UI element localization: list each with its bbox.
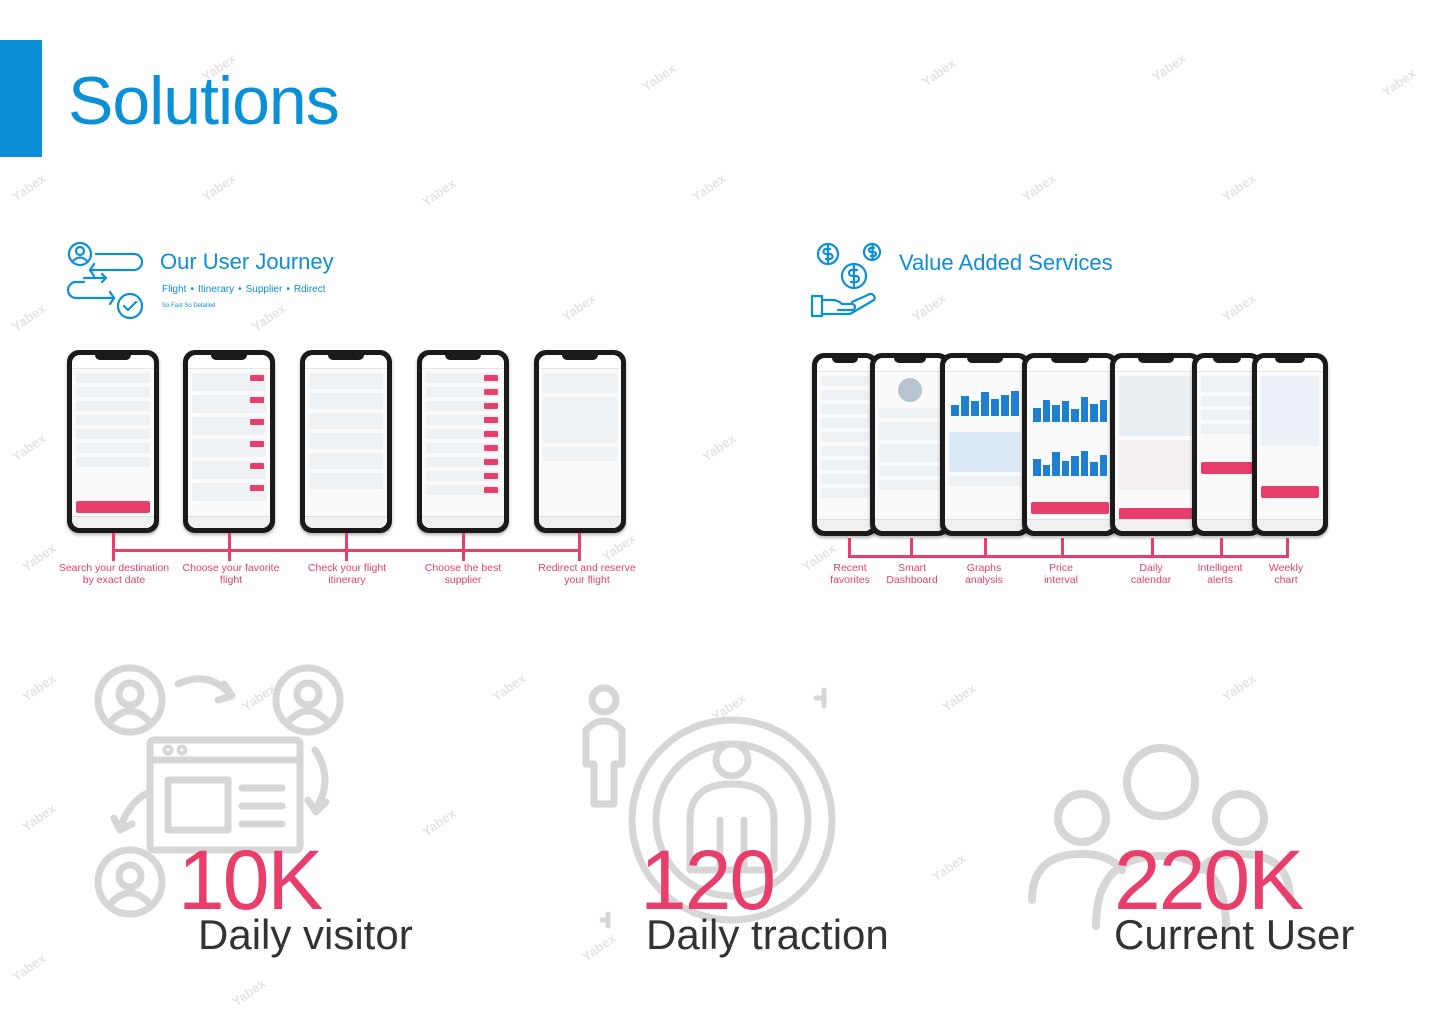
service-caption: Weekly chart — [1268, 562, 1304, 586]
user-journey-title: Our User Journey — [160, 249, 334, 274]
connector-line — [578, 533, 581, 551]
phone-mockup-flights — [183, 350, 275, 533]
connector-line — [1286, 538, 1289, 558]
watermark: Yabex — [489, 670, 529, 705]
phone-mockup-recent — [812, 353, 878, 536]
journey-step: Flight — [162, 284, 187, 295]
connector-bar — [848, 555, 1289, 558]
watermark: Yabex — [19, 540, 59, 575]
stat-label: Daily visitor — [198, 911, 413, 958]
connector-line — [1061, 538, 1064, 558]
service-caption: Price interval — [1044, 562, 1078, 586]
connector-line — [1151, 538, 1154, 558]
watermark: Yabex — [249, 300, 289, 335]
service-caption: Smart Dashboard — [886, 562, 938, 586]
watermark: Yabex — [939, 680, 979, 715]
phone-mockup-graphs — [940, 353, 1030, 536]
connector-line — [228, 533, 231, 551]
phone-mockup-redirect — [534, 350, 626, 533]
person-target-icon — [582, 684, 836, 929]
journey-steps: Flight • Itinerary • Supplier • Rdirect — [162, 284, 326, 295]
watermark: Yabex — [9, 300, 49, 335]
watermark: Yabex — [199, 170, 239, 205]
page-title: Solutions — [68, 63, 340, 139]
phone-mockup-calendar — [1110, 353, 1202, 536]
connector-line — [345, 533, 348, 551]
phone-mockup-search — [67, 350, 159, 533]
service-caption: Intelligent alerts — [1197, 562, 1243, 586]
stat-number: 220K — [1114, 833, 1304, 927]
user-journey-icon — [66, 241, 144, 320]
journey-step: Rdirect — [293, 284, 326, 295]
watermark: Yabex — [9, 950, 49, 985]
connector-line — [984, 538, 987, 558]
journey-caption: Redirect and reserve your flight — [538, 562, 636, 586]
connector-line — [345, 549, 348, 561]
watermark: Yabex — [419, 175, 459, 210]
phone-mockup-supplier — [417, 350, 509, 533]
journey-caption: Check your flight itinerary — [307, 562, 387, 586]
watermark: Yabex — [1219, 170, 1259, 205]
watermark: Yabex — [1219, 290, 1259, 325]
watermark: Yabex — [1149, 50, 1189, 85]
watermark: Yabex — [419, 805, 459, 840]
value-added-title: Value Added Services — [899, 250, 1113, 275]
stat-label: Daily traction — [646, 911, 889, 958]
watermark: Yabex — [599, 530, 639, 565]
journey-tagline: So Fast So Detailed — [162, 303, 216, 309]
stat-number: 120 — [640, 833, 776, 927]
phone-mockup-price — [1022, 353, 1118, 536]
connector-line — [462, 549, 465, 561]
watermark: Yabex — [1379, 65, 1419, 100]
connector-line — [462, 533, 465, 551]
watermark: Yabex — [1219, 670, 1259, 705]
watermark: Yabex — [909, 290, 949, 325]
watermark: Yabex — [19, 800, 59, 835]
connector-line — [848, 538, 851, 558]
journey-caption: Search your destination by exact date — [58, 562, 170, 586]
watermark: Yabex — [19, 670, 59, 705]
watermark: Yabex — [689, 170, 729, 205]
connector-line — [578, 549, 581, 561]
connector-line — [910, 538, 913, 558]
journey-caption: Choose the best supplier — [424, 562, 502, 586]
watermark: Yabex — [919, 55, 959, 90]
connector-line — [112, 549, 115, 561]
title-accent-bar — [0, 40, 42, 157]
watermark: Yabex — [639, 60, 679, 95]
stat-label: Current User — [1114, 911, 1355, 958]
watermark: Yabex — [559, 290, 599, 325]
phone-mockup-itinerary — [300, 350, 392, 533]
stat-number: 10K — [178, 833, 323, 927]
journey-step: Supplier — [245, 284, 283, 295]
watermark: Yabex — [9, 170, 49, 205]
watermark: Yabex — [1019, 170, 1059, 205]
phone-mockup-weekly — [1252, 353, 1328, 536]
connector-line — [1220, 538, 1223, 558]
watermark: Yabex — [699, 430, 739, 465]
connector-line — [112, 533, 115, 551]
money-hand-icon — [810, 242, 882, 318]
user-exchange-icon — [94, 664, 344, 918]
journey-caption: Choose your favorite flight — [182, 562, 280, 586]
service-caption: Recent favorites — [830, 562, 870, 586]
journey-step: Itinerary — [197, 284, 235, 295]
watermark: Yabex — [929, 850, 969, 885]
group-users-icon — [1028, 744, 1294, 930]
connector-line — [228, 549, 231, 561]
service-caption: Graphs analysis — [965, 562, 1003, 586]
watermark: Yabex — [229, 975, 269, 1010]
service-caption: Daily calendar — [1130, 562, 1172, 586]
phone-mockup-dashboard — [870, 353, 950, 536]
phone-mockup-alerts — [1192, 353, 1262, 536]
watermark: Yabex — [9, 430, 49, 465]
